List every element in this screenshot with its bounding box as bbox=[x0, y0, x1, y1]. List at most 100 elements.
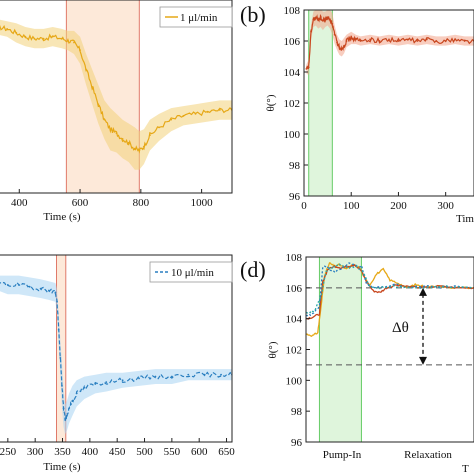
highlight-region bbox=[308, 10, 333, 196]
data-point bbox=[83, 386, 86, 389]
y-axis-label: θ(°) bbox=[265, 94, 277, 111]
axes-frame bbox=[0, 0, 233, 194]
y-tick-label: 96 bbox=[289, 191, 301, 203]
data-point bbox=[206, 111, 209, 113]
panel-c-plot bbox=[0, 255, 232, 442]
panel-c: 250 300 350 400 450 500 550 600 650 Time (s) 10 μl… bbox=[0, 254, 235, 473]
data-point bbox=[73, 41, 75, 44]
x-tick-label: 250 bbox=[0, 446, 17, 458]
data-point bbox=[54, 291, 57, 294]
data-point bbox=[170, 118, 173, 121]
data-point bbox=[15, 31, 18, 34]
data-point bbox=[75, 392, 78, 395]
data-point bbox=[6, 284, 9, 286]
data-point bbox=[68, 407, 70, 410]
x-axis-label-partial: T bbox=[462, 463, 469, 474]
y-tick-label: 104 bbox=[286, 314, 303, 326]
x-tick-label: 600 bbox=[191, 446, 208, 458]
data-point bbox=[312, 18, 315, 21]
data-point bbox=[62, 407, 65, 410]
data-point bbox=[359, 40, 362, 42]
data-point bbox=[336, 41, 338, 44]
x-tick-label: 350 bbox=[54, 446, 71, 458]
panel-d-plot bbox=[306, 257, 474, 442]
data-point bbox=[47, 289, 50, 292]
data-point bbox=[321, 19, 324, 22]
x-tick-label: 0 bbox=[301, 200, 307, 212]
data-point bbox=[133, 147, 136, 150]
data-point bbox=[60, 37, 63, 40]
legend-label: 10 μl/min bbox=[171, 267, 214, 279]
x-tick-label: 550 bbox=[164, 446, 181, 458]
data-point bbox=[61, 385, 63, 387]
x-tick-label: 600 bbox=[72, 197, 89, 209]
y-tick-label: 102 bbox=[286, 345, 303, 357]
panel-label-b: (b) bbox=[240, 2, 266, 27]
phase-label-relaxation: Relaxation bbox=[404, 449, 452, 461]
y-tick-label: 100 bbox=[286, 375, 303, 387]
data-point bbox=[203, 373, 206, 376]
y-tick-label: 96 bbox=[291, 437, 303, 449]
x-axis-label: Time (s) bbox=[43, 211, 81, 223]
data-point bbox=[158, 126, 160, 129]
x-axis-label-partial: Tim bbox=[456, 213, 474, 225]
highlight-region bbox=[319, 257, 362, 442]
data-point bbox=[307, 66, 310, 69]
data-point bbox=[105, 381, 108, 384]
phase-label-pump-in: Pump-In bbox=[323, 449, 362, 461]
x-tick-label: 800 bbox=[133, 197, 150, 209]
data-point bbox=[56, 300, 58, 303]
data-point bbox=[65, 414, 68, 417]
data-point bbox=[388, 38, 390, 41]
x-tick-label: 200 bbox=[390, 200, 407, 212]
data-point bbox=[220, 373, 222, 376]
x-tick-label: 100 bbox=[343, 200, 360, 212]
data-point bbox=[314, 16, 317, 19]
data-point bbox=[435, 40, 438, 42]
data-point bbox=[170, 375, 173, 378]
highlight-region bbox=[56, 255, 66, 442]
y-tick-label: 98 bbox=[291, 406, 303, 418]
x-tick-label: 300 bbox=[437, 200, 454, 212]
data-point bbox=[97, 103, 100, 106]
y-tick-label: 102 bbox=[284, 98, 301, 110]
y-axis-label: θ(°) bbox=[267, 341, 279, 358]
data-point bbox=[333, 33, 336, 36]
series-band bbox=[0, 275, 232, 435]
data-point bbox=[71, 399, 74, 402]
delta-theta-label: Δθ bbox=[392, 320, 409, 336]
data-point bbox=[425, 38, 428, 41]
data-point bbox=[378, 40, 381, 42]
data-point bbox=[182, 114, 185, 117]
data-point bbox=[154, 375, 157, 378]
data-point bbox=[454, 38, 457, 41]
data-point bbox=[66, 39, 69, 42]
data-point bbox=[397, 40, 400, 42]
data-point bbox=[194, 112, 197, 115]
x-tick-label: 500 bbox=[136, 446, 153, 458]
data-point bbox=[355, 38, 357, 41]
x-tick-label: 650 bbox=[218, 446, 235, 458]
y-tick-label: 108 bbox=[286, 252, 303, 264]
data-point bbox=[187, 373, 190, 376]
series-band bbox=[306, 10, 474, 76]
data-point bbox=[329, 18, 331, 21]
legend-label: 1 μl/min bbox=[180, 12, 218, 24]
series-line bbox=[0, 281, 232, 422]
x-tick-label: 1000 bbox=[191, 197, 214, 209]
data-point bbox=[17, 284, 20, 286]
delta-arrow-head-up bbox=[419, 287, 427, 296]
data-point bbox=[319, 16, 322, 19]
data-point bbox=[121, 138, 124, 140]
data-point bbox=[305, 68, 308, 70]
data-point bbox=[51, 35, 54, 38]
data-point bbox=[138, 149, 141, 152]
data-point bbox=[317, 18, 320, 21]
panel-b: 0 100 200 300 96 98 100 102 104 106 108 (b) θ(°) Tim bbox=[240, 2, 474, 225]
legend-box bbox=[149, 261, 233, 283]
y-tick-label: 106 bbox=[284, 36, 301, 48]
data-point bbox=[115, 132, 118, 135]
panel-b-plot bbox=[305, 10, 474, 196]
axes-frame bbox=[0, 254, 233, 443]
